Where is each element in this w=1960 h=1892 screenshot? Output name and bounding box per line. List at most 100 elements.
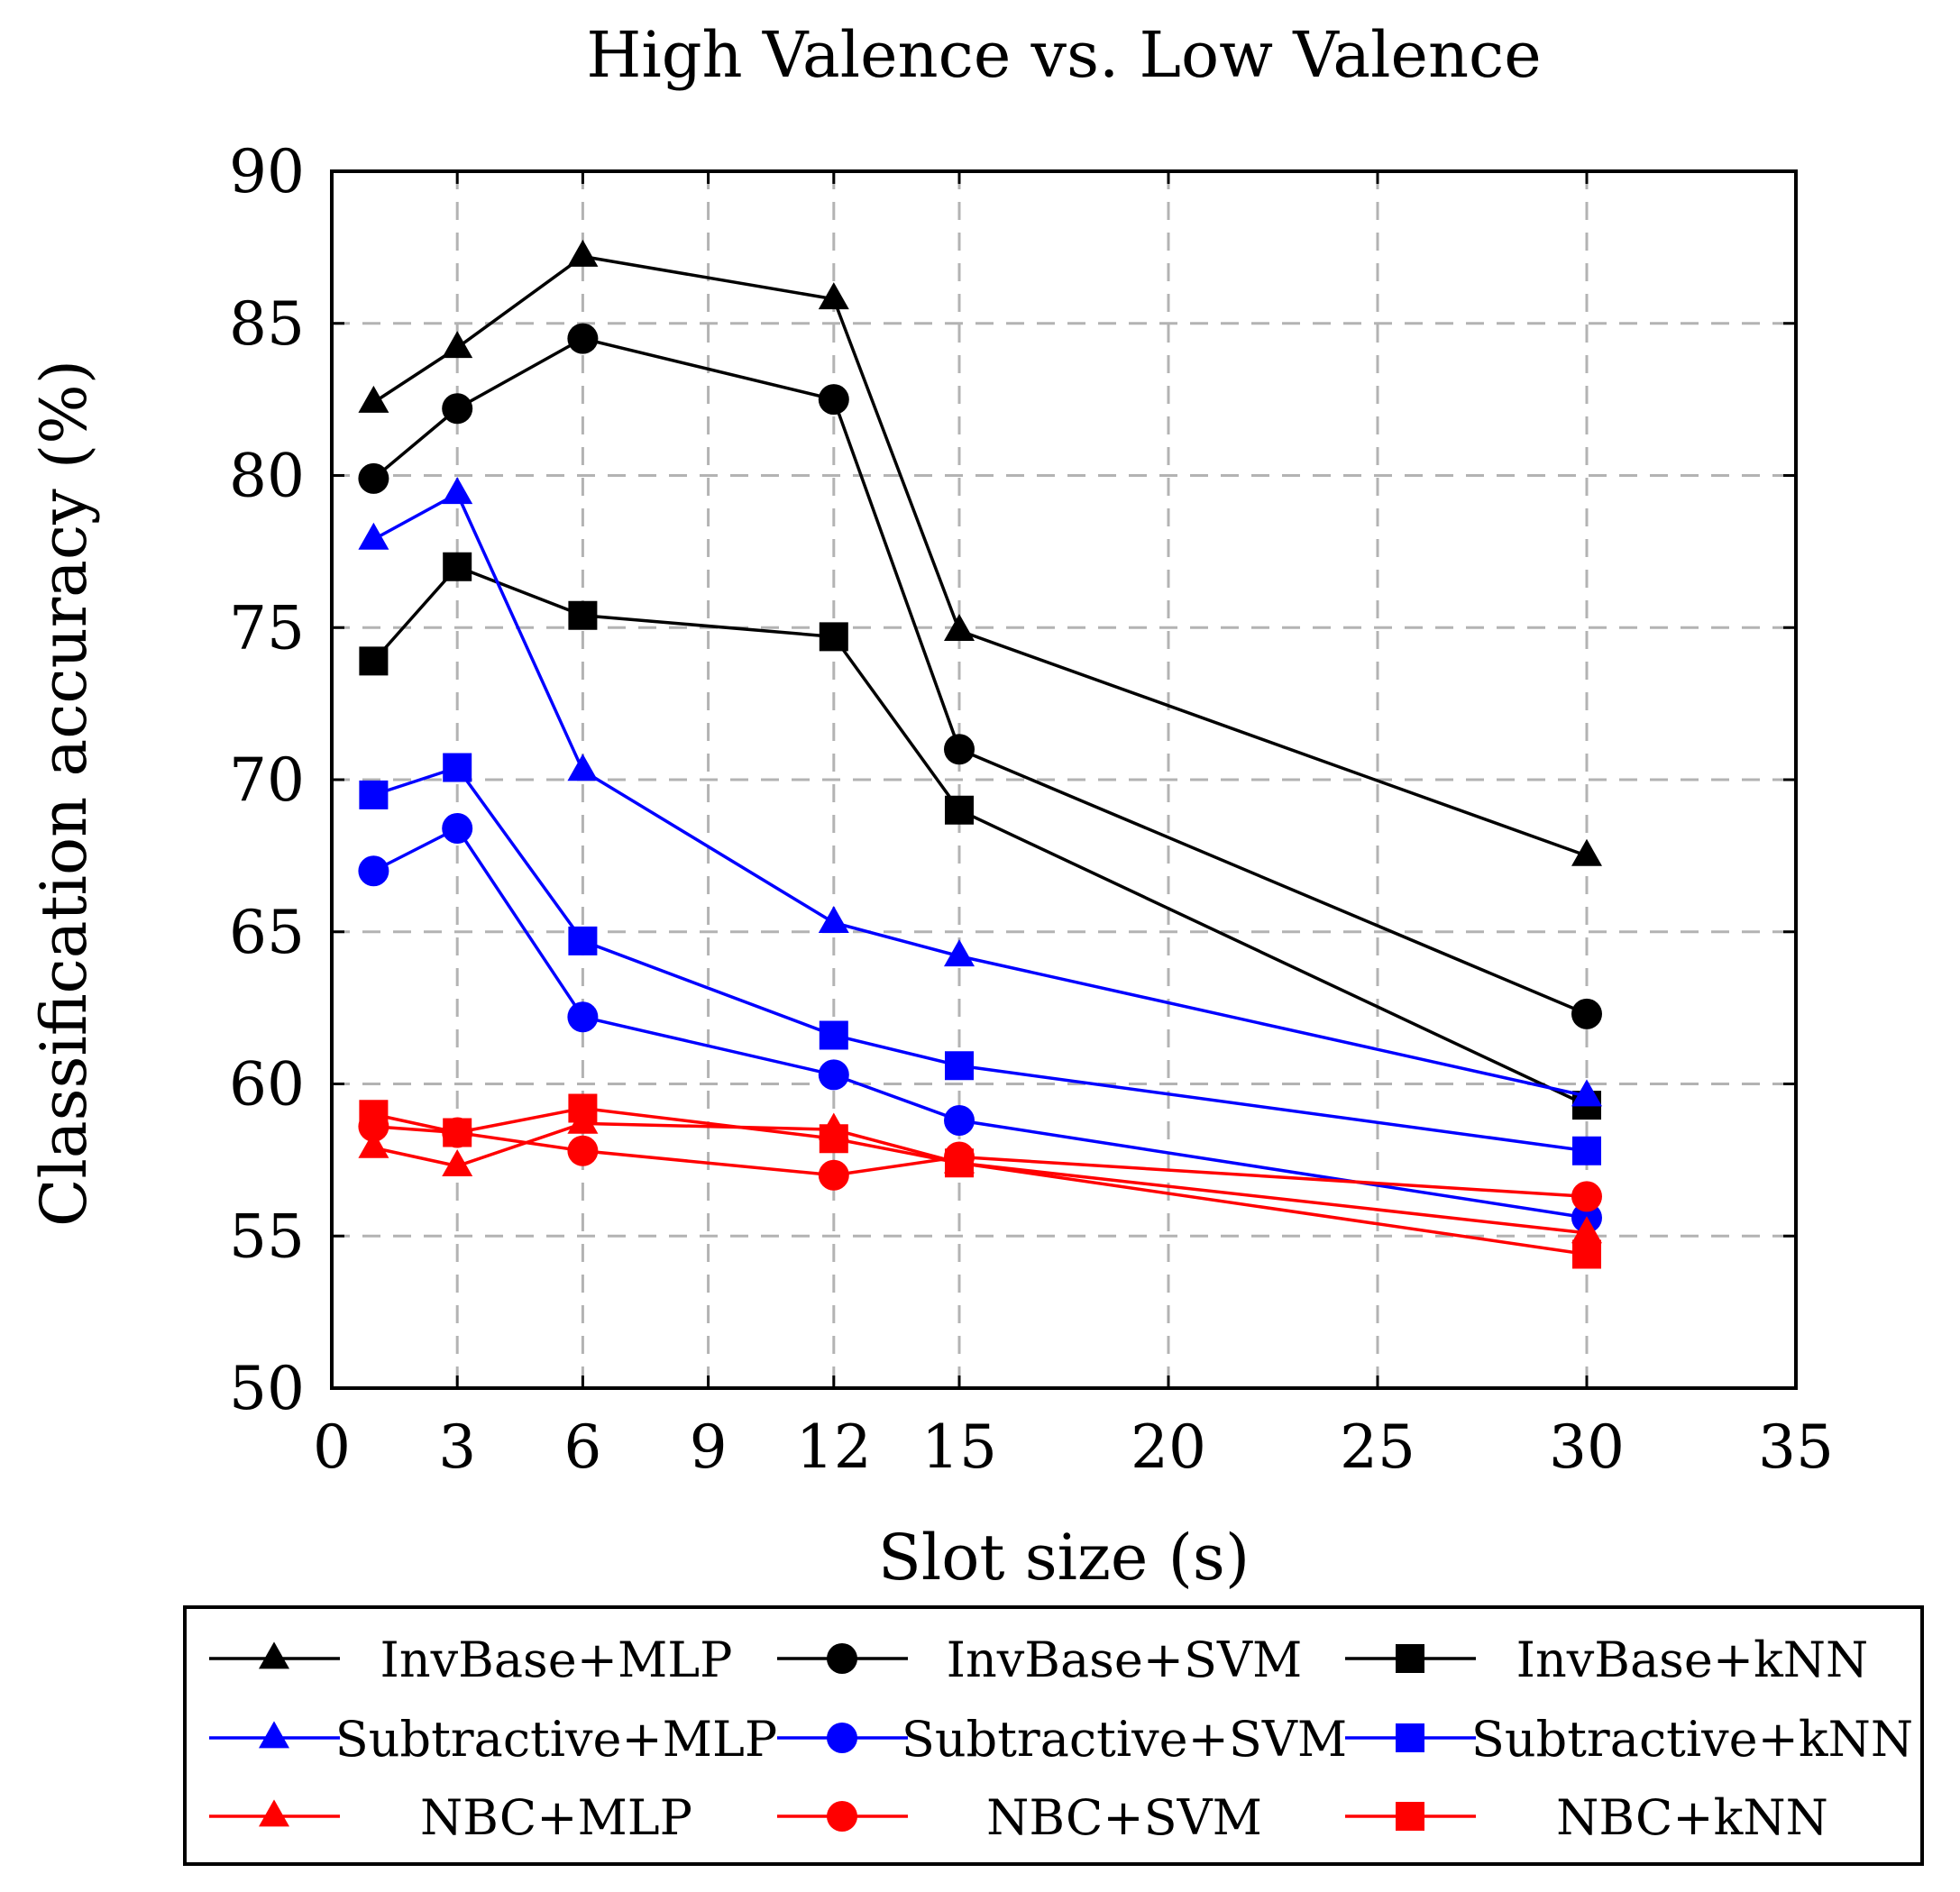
data-point-square [1572, 1239, 1601, 1269]
series-invbase-svm [358, 323, 1602, 1029]
data-point-triangle [567, 754, 599, 781]
legend-label: Subtractive+SVM [902, 1711, 1347, 1768]
data-point-circle [1571, 1181, 1602, 1212]
chart-title: High Valence vs. Low Valence [586, 18, 1541, 92]
data-point-circle [567, 323, 599, 354]
legend-item: NBC+SVM [777, 1789, 1262, 1846]
data-point-circle [827, 1723, 857, 1753]
data-point-square [359, 780, 389, 809]
data-point-triangle [1571, 1079, 1602, 1107]
legend-item: InvBase+MLP [209, 1632, 732, 1688]
x-tick-label: 30 [1549, 1412, 1625, 1482]
y-tick-label: 70 [229, 745, 305, 815]
data-point-triangle [1571, 1216, 1602, 1244]
series-line [372, 491, 1588, 1098]
y-tick-label: 75 [229, 593, 305, 663]
data-point-triangle [944, 614, 975, 642]
data-point-circle [358, 855, 389, 887]
x-tick-label: 15 [921, 1412, 997, 1482]
x-tick-label: 0 [313, 1412, 351, 1482]
x-tick-label: 6 [563, 1412, 601, 1482]
x-tick-label: 12 [796, 1412, 872, 1482]
data-point-circle [818, 1059, 849, 1091]
data-point-square [443, 1118, 472, 1147]
legend-item: Subtractive+kNN [1345, 1711, 1913, 1768]
data-point-circle [818, 1159, 849, 1191]
legend-label: InvBase+SVM [947, 1632, 1303, 1688]
legend-label: Subtractive+MLP [335, 1711, 777, 1768]
data-point-circle [944, 734, 975, 765]
data-point-triangle [358, 1130, 389, 1158]
data-point-triangle [944, 939, 975, 967]
y-tick-label: 80 [229, 442, 305, 511]
series-subtractive-knn [359, 753, 1601, 1165]
series-line [372, 765, 1588, 1153]
y-tick-label: 90 [229, 137, 305, 206]
legend-item: InvBase+kNN [1345, 1632, 1868, 1688]
data-point-square [945, 1051, 974, 1081]
x-tick-label: 20 [1131, 1412, 1206, 1482]
series-invbase-mlp [358, 239, 1602, 866]
legend-box [183, 1605, 1924, 1866]
x-tick-label: 9 [690, 1412, 728, 1482]
data-point-square [1396, 1644, 1424, 1673]
data-point-circle [944, 1105, 975, 1136]
x-tick-label: 25 [1340, 1412, 1415, 1482]
data-point-square [819, 1124, 848, 1154]
data-point-square [568, 1093, 598, 1123]
data-point-circle [827, 1801, 857, 1832]
data-point-square [359, 1100, 389, 1129]
data-point-circle [442, 813, 473, 844]
y-tick-label: 60 [229, 1050, 305, 1120]
data-point-circle [358, 462, 389, 494]
axes: 0 3 6 9 12 15 20 25 30 35 50 55 60 65 70 75 80 85 90 [229, 137, 1834, 1482]
series-line [373, 1121, 1588, 1235]
data-point-square [945, 795, 974, 825]
data-point-triangle [567, 239, 599, 267]
y-axis-label: Classification accuracy (%) [27, 360, 101, 1227]
legend-label: NBC+SVM [986, 1789, 1262, 1846]
data-point-circle [1571, 998, 1602, 1029]
data-point-square [359, 646, 389, 676]
series-layer [358, 239, 1602, 1269]
y-tick-label: 55 [229, 1202, 305, 1271]
legend-item: InvBase+SVM [777, 1632, 1302, 1688]
legend-label: NBC+MLP [420, 1789, 692, 1846]
data-point-triangle [259, 1721, 289, 1749]
x-axis-label: Slot size (s) [878, 1521, 1250, 1595]
y-tick-label: 65 [229, 898, 305, 967]
series-line [372, 254, 1588, 858]
x-tick-label: 3 [438, 1412, 476, 1482]
data-point-triangle [259, 1641, 289, 1669]
data-point-square [819, 1020, 848, 1050]
data-point-triangle [1571, 838, 1602, 866]
data-point-circle [567, 1001, 599, 1033]
legend-label: NBC+kNN [1556, 1789, 1828, 1846]
series-line [373, 1125, 1588, 1199]
data-point-square [443, 552, 472, 581]
legend-label: InvBase+MLP [380, 1632, 733, 1688]
legend-label: Subtractive+kNN [1471, 1711, 1913, 1768]
data-point-triangle [442, 477, 473, 505]
data-point-triangle [818, 906, 849, 934]
legend: InvBase+MLP InvBase+SVM InvBase+kNN Subtrac… [183, 1605, 1924, 1866]
series-subtractive-mlp [358, 477, 1602, 1107]
data-point-square [568, 926, 598, 955]
data-point-triangle [442, 1149, 473, 1177]
data-point-square [945, 1148, 974, 1178]
data-point-circle [442, 393, 473, 425]
data-point-square [819, 622, 848, 652]
y-tick-label: 85 [229, 289, 305, 359]
series-nbc-knn [359, 1093, 1601, 1269]
data-point-triangle [818, 282, 849, 310]
data-point-triangle [358, 385, 389, 413]
legend-item: NBC+MLP [209, 1789, 692, 1846]
series-line [372, 826, 1588, 1220]
data-point-triangle [442, 331, 473, 359]
legend-item: Subtractive+SVM [777, 1711, 1347, 1768]
legend-item: NBC+kNN [1345, 1789, 1828, 1846]
data-point-square [443, 753, 472, 782]
series-line [372, 564, 1588, 1107]
data-point-circle [827, 1643, 857, 1674]
